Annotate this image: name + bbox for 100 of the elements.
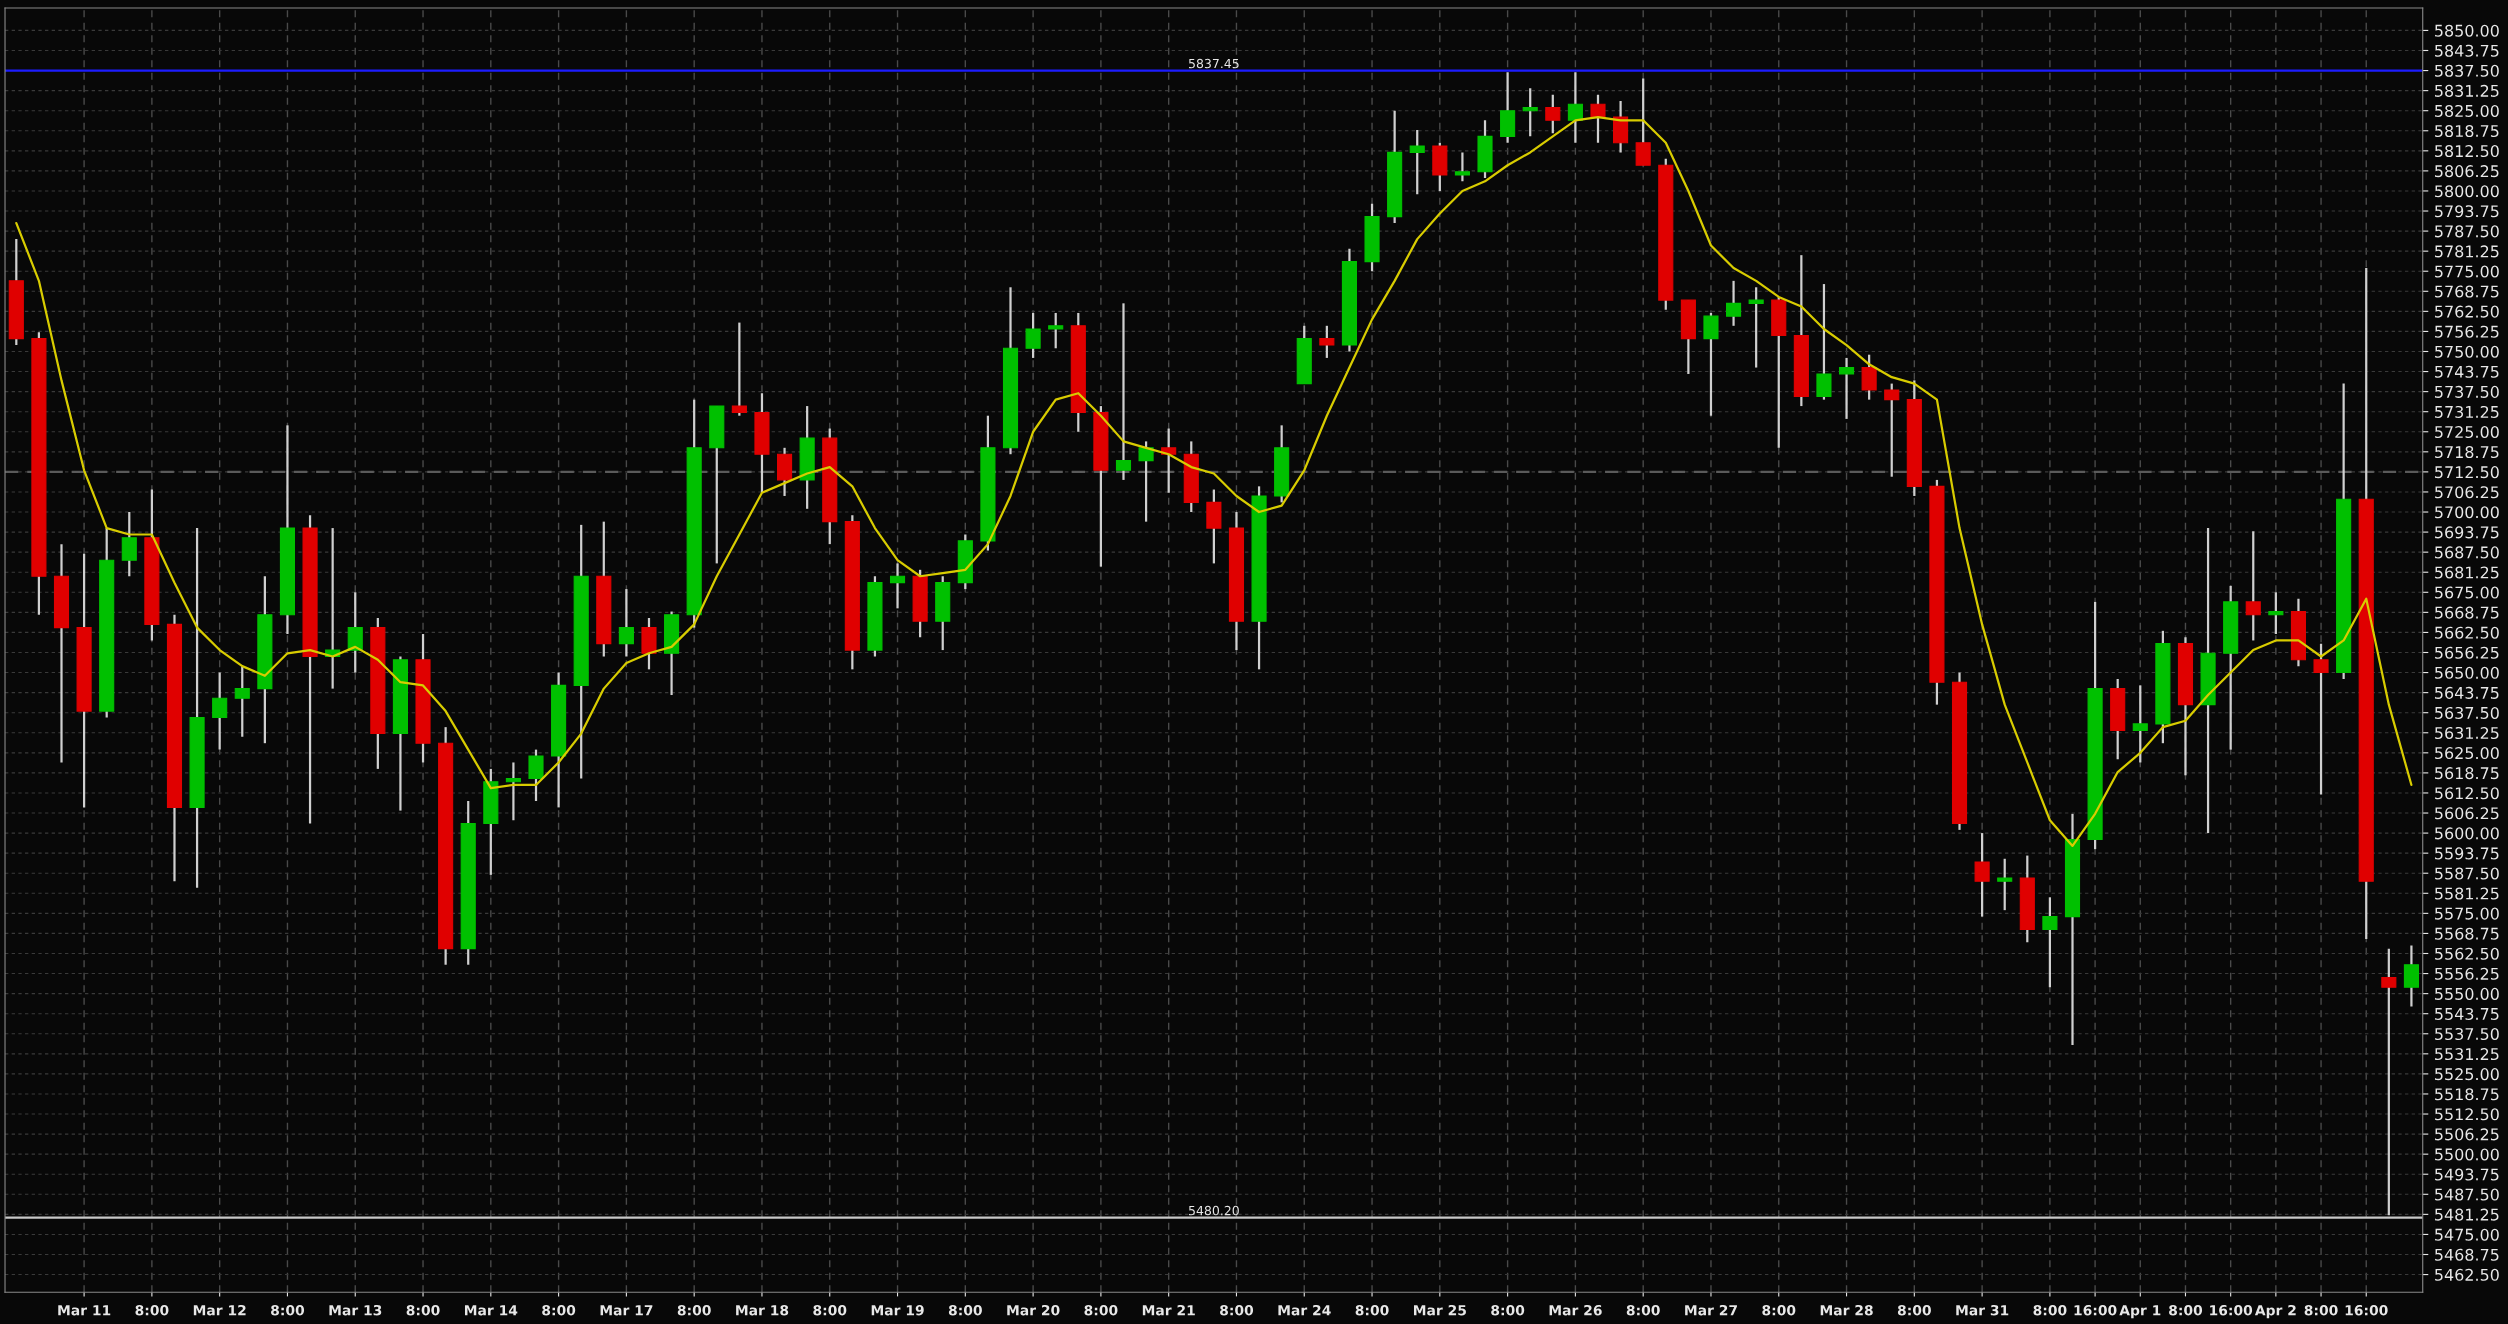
y-tick-label: 5568.75 [2435,927,2499,940]
y-tick-label: 5487.50 [2435,1188,2499,1201]
y-tick-label: 5518.75 [2435,1088,2499,1101]
y-tick-label: 5756.25 [2435,325,2499,338]
y-tick-label: 5831.25 [2435,84,2499,97]
y-tick-label: 5725.00 [2435,425,2499,439]
y-tick-label: 5556.25 [2435,967,2499,980]
y-tick-label: 5462.50 [2435,1268,2499,1281]
y-tick-label: 5575.00 [2435,907,2499,920]
y-tick-label: 5475.00 [2435,1228,2499,1241]
candlestick [1997,857,2013,912]
y-tick-label: 5612.50 [2435,787,2499,800]
y-tick-label: 5712.50 [2435,466,2499,479]
y-tick-label: 5650.00 [2435,666,2499,679]
x-tick-label: Mar 20 [1007,1304,1060,1316]
x-tick-label: Mar 24 [1278,1304,1331,1316]
ref-line-label: 5837.45 [1188,58,1239,69]
y-tick-label: 5850.00 [2435,24,2499,37]
y-tick-label: 5668.75 [2435,606,2499,619]
x-tick-label: 8:00 [1220,1304,1254,1316]
x-tick-label: Mar 31 [1956,1304,2009,1316]
candlestick [1545,93,1561,135]
candlestick [528,748,544,803]
x-tick-label: Mar 21 [1142,1304,1195,1316]
y-tick-label: 5525.00 [2435,1068,2499,1081]
y-tick-label: 5500.00 [2435,1148,2499,1161]
x-tick-label: Apr 1 [2119,1305,2161,1319]
x-tick-label: 8:00 [271,1304,305,1316]
candlestick [618,587,634,658]
y-tick-label: 5800.00 [2435,185,2499,198]
y-tick-label: 5562.50 [2435,947,2499,960]
candlestick [1974,831,1990,918]
y-tick-label: 5587.50 [2435,867,2499,880]
y-tick-label: 5743.75 [2435,365,2499,378]
y-tick-label: 5750.00 [2435,345,2499,358]
candlestick [2403,944,2419,1008]
x-tick-label: Mar 12 [193,1304,246,1316]
x-tick-label: 8:00 [2304,1304,2338,1316]
x-tick-label: Mar 28 [1820,1304,1873,1316]
candlestick [889,562,906,610]
y-tick-label: 5506.25 [2435,1128,2499,1141]
y-tick-label: 5706.25 [2435,486,2499,499]
candlestick [1748,286,1764,369]
candlestick [234,665,250,738]
candlestick [1522,87,1538,138]
candlestick [505,761,521,822]
y-tick-label: 5493.75 [2435,1168,2499,1181]
y-tick-label: 5793.75 [2435,205,2499,218]
x-tick-label: Apr 2 [2254,1304,2296,1319]
x-tick-label: Mar 13 [329,1304,382,1316]
ref-line-label: 5480.20 [1188,1205,1239,1216]
y-tick-label: 5481.25 [2435,1208,2499,1221]
candlestick [1838,356,1855,421]
y-tick-label: 5731.25 [2435,405,2499,418]
y-tick-label: 5762.50 [2435,305,2499,318]
y-tick-label: 5818.75 [2435,124,2499,138]
x-tick-label: 8:00 [948,1304,982,1316]
x-tick-label: 16:00 [2210,1304,2253,1316]
candlestick [1861,353,1877,401]
candlestick [2313,642,2329,796]
y-tick-label: 5768.75 [2435,285,2499,298]
y-tick-label: 5593.75 [2435,847,2499,860]
y-tick-label: 5618.75 [2435,767,2499,780]
candlestick [347,591,363,674]
candlestick [2268,591,2284,636]
x-tick-label: 8:00 [1491,1304,1525,1316]
y-tick-label: 5631.25 [2435,726,2499,740]
candlestick [1319,324,1335,360]
candlestick [1816,282,1832,401]
candlestick [1454,151,1470,183]
x-tick-label: 8:00 [2033,1304,2067,1316]
x-tick-label: Mar 11 [58,1305,111,1316]
y-tick-label: 5675.00 [2435,586,2499,599]
y-tick-label: 5468.75 [2435,1248,2499,1261]
y-tick-label: 5662.50 [2435,626,2499,639]
candlestick [1567,71,1583,144]
y-tick-label: 5550.00 [2435,987,2499,1000]
y-tick-label: 5656.25 [2435,646,2499,659]
x-tick-label: 8:00 [406,1304,440,1316]
y-tick-label: 5700.00 [2435,506,2499,519]
x-tick-label: 8:00 [1762,1304,1796,1316]
candlestick [1635,77,1651,167]
y-tick-label: 5581.25 [2435,887,2499,900]
y-tick-label: 5543.75 [2435,1007,2499,1020]
x-tick-label: Mar 18 [736,1304,789,1316]
candlestick [2381,947,2397,1217]
y-tick-label: 5737.50 [2435,385,2499,398]
candlestick [1726,279,1742,327]
candlestick [1048,311,1064,350]
y-tick-label: 5643.75 [2435,686,2499,699]
x-tick-label: Mar 14 [464,1305,518,1316]
candlestick [2132,684,2148,764]
x-tick-label: 8:00 [1084,1304,1118,1316]
y-tick-label: 5781.25 [2435,245,2499,258]
y-tick-label: 5687.50 [2435,546,2499,559]
y-tick-label: 5806.25 [2435,165,2499,178]
y-tick-label: 5531.25 [2435,1048,2499,1061]
x-tick-label: 8:00 [813,1304,847,1316]
x-tick-label: 8:00 [1355,1304,1389,1316]
y-tick-label: 5625.00 [2435,747,2499,760]
